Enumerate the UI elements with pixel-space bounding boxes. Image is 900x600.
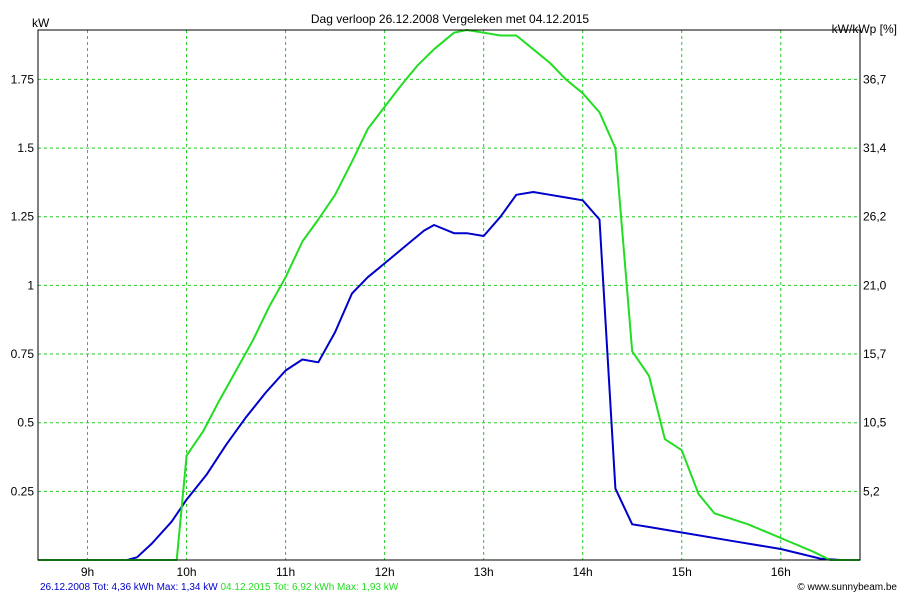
y2-tick-label-right: 5,2	[863, 484, 880, 498]
x-tick-label: 10h	[177, 565, 197, 579]
series-lines	[38, 29, 860, 561]
y-tick-label-left: 1.25	[11, 210, 35, 224]
y-tick-label-left: 0.75	[11, 347, 35, 361]
x-tick-label: 12h	[375, 565, 395, 579]
x-tick-label: 11h	[276, 565, 295, 579]
x-tick-label: 16h	[771, 565, 791, 579]
y-axis-label-left: kW	[32, 16, 50, 30]
footer-summary: 26.12.2008 Tot: 4,36 kWh Max: 1,34 kW 04…	[40, 582, 398, 593]
y-tick-label-left: 1	[27, 278, 34, 292]
y-tick-label-left: 1.5	[17, 141, 34, 155]
plot-frame	[37, 29, 861, 561]
y2-tick-label-right: 31,4	[863, 141, 887, 155]
x-tick-label: 9h	[81, 565, 94, 579]
y2-tick-label-right: 15,7	[863, 347, 887, 361]
y2-tick-label-right: 26,2	[863, 210, 887, 224]
footer-credit: © www.sunnybeam.be	[797, 582, 897, 593]
y2-tick-label-right: 10,5	[863, 416, 887, 430]
y-tick-label-left: 0.25	[11, 484, 35, 498]
y-tick-label-left: 0.5	[17, 416, 34, 430]
grid	[38, 30, 860, 560]
y-axis-label-right: kW/kWp [%]	[832, 22, 897, 36]
tick-labels: 9h 10h 11h 12h 13h 14h 15h 16h 0.25 5,2 0.5 10,5 0.7…	[11, 72, 887, 579]
footer-series1-summary: 26.12.2008 Tot: 4,36 kWh Max: 1,34 kW	[40, 582, 218, 593]
y-tick-label-left: 1.75	[11, 72, 35, 86]
y2-tick-label-right: 21,0	[863, 278, 887, 292]
x-tick-label: 13h	[474, 565, 494, 579]
x-tick-label: 14h	[573, 565, 593, 579]
x-tick-label: 15h	[672, 565, 692, 579]
series-line-1	[38, 191, 860, 561]
footer-series2-summary: 04.12.2015 Tot: 6,92 kWh Max: 1,93 kW	[220, 582, 399, 593]
series-line-2	[38, 29, 860, 561]
chart-title: Dag verloop 26.12.2008 Vergeleken met 04…	[311, 12, 590, 26]
y2-tick-label-right: 36,7	[863, 72, 887, 86]
plot-area	[38, 30, 860, 560]
